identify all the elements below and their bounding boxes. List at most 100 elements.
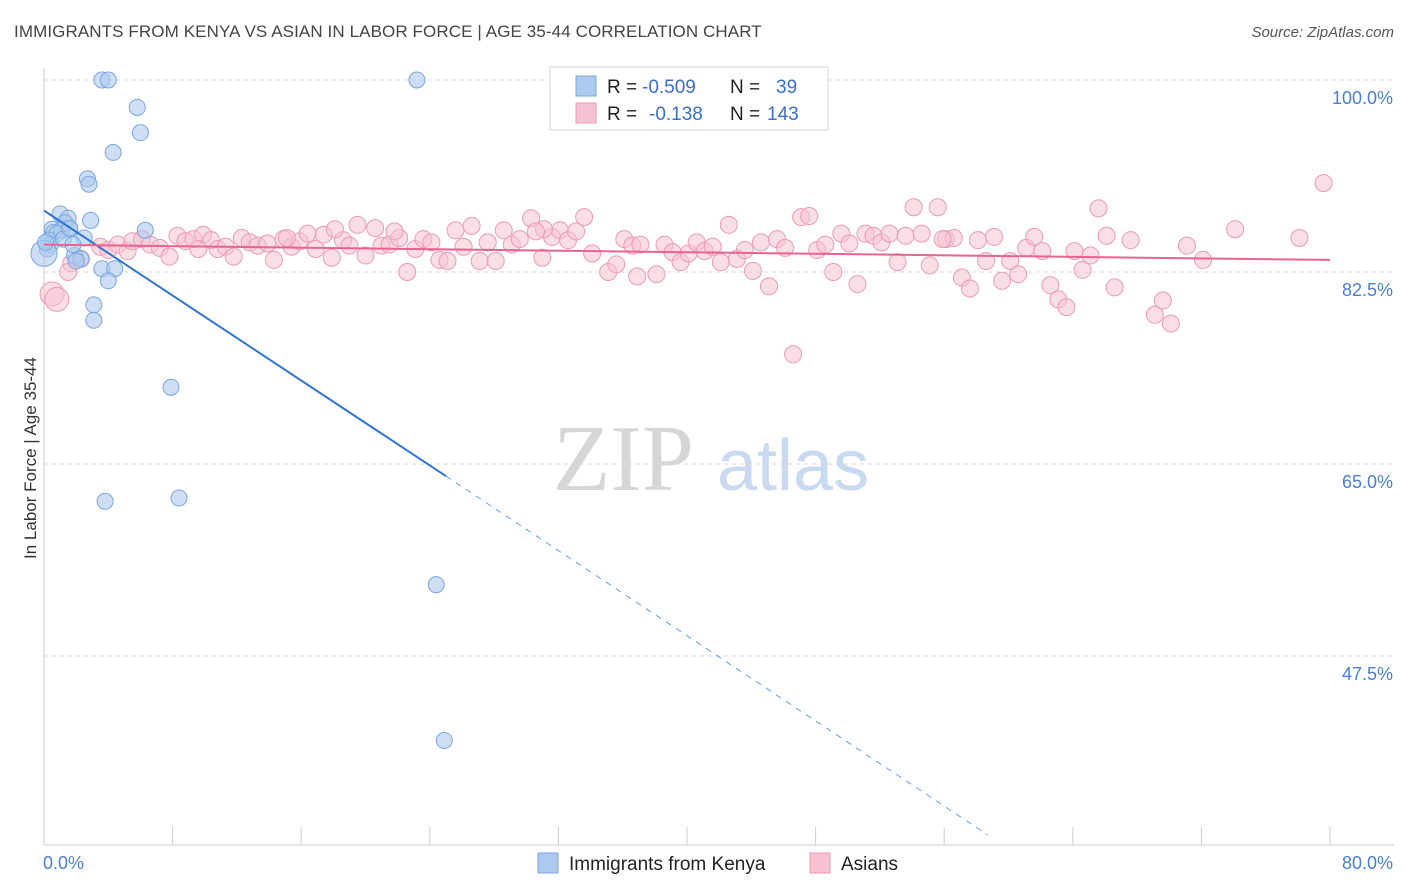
kenya-point — [96, 492, 114, 510]
legend-r-value-2: -0.138 — [649, 104, 703, 125]
legend-r-label-1: R = — [607, 77, 637, 98]
asians-point — [647, 265, 666, 284]
asians-point — [1073, 260, 1092, 279]
watermark-zip: ZIP — [553, 407, 694, 511]
kenya-point — [427, 576, 445, 594]
asians-point — [446, 221, 465, 240]
asians-point — [1161, 314, 1180, 333]
bottom-legend-asians-swatch — [809, 852, 831, 874]
asians-point — [784, 345, 803, 364]
kenya-point — [162, 378, 180, 396]
asians-point — [719, 215, 738, 234]
asians-point — [993, 271, 1012, 290]
asians-point — [816, 235, 835, 254]
asians-point — [510, 230, 529, 249]
asians-point — [567, 222, 586, 241]
asians-point — [1089, 199, 1108, 218]
y-tick-label: 82.5% — [1342, 280, 1393, 300]
gridlines — [44, 79, 1394, 657]
asians-point — [933, 230, 952, 249]
asians-point — [44, 286, 70, 312]
legend-r-value-1: -0.509 — [642, 77, 696, 98]
kenya-point — [85, 311, 103, 329]
asians-point — [422, 233, 441, 252]
asians-point — [1121, 231, 1140, 250]
asians-point — [1290, 228, 1309, 247]
x-tick-label-start: 0.0% — [43, 853, 84, 873]
kenya-point — [104, 143, 122, 161]
asians-point — [325, 220, 344, 239]
chart-title: IMMIGRANTS FROM KENYA VS ASIAN IN LABOR … — [14, 22, 762, 41]
asians-point — [533, 248, 552, 267]
bottom-legend-kenya-swatch — [537, 852, 559, 874]
asians-point — [800, 207, 819, 226]
legend-box: R = -0.509 N = 39 R = -0.138 N = 143 — [549, 66, 829, 131]
asians-point — [711, 253, 730, 272]
asians-point — [985, 227, 1004, 246]
asians-point — [224, 247, 243, 266]
asians-point — [848, 275, 867, 294]
source-label: Source: ZipAtlas.com — [1251, 24, 1394, 41]
legend-kenya-swatch — [575, 75, 597, 97]
asians-point — [348, 215, 367, 234]
asians-point — [398, 263, 417, 281]
kenya-point — [67, 252, 85, 270]
kenya-point — [85, 296, 103, 314]
asians-point — [751, 233, 770, 252]
asians-point — [888, 253, 907, 272]
asians-point — [920, 256, 939, 275]
asians-point — [628, 267, 647, 286]
asians-point — [703, 237, 722, 256]
asians-point — [1033, 242, 1052, 261]
asians-point — [880, 224, 899, 243]
asians-point — [1081, 246, 1100, 265]
bottom-legend-asians-label: Asians — [841, 854, 898, 875]
y-tick-label: 65.0% — [1342, 472, 1393, 492]
asians-point — [1057, 298, 1076, 317]
kenya-trend-line — [43, 209, 447, 477]
asians-point — [462, 216, 481, 235]
y-tick-label: 47.5% — [1342, 664, 1393, 684]
asians-point — [486, 252, 505, 271]
legend-r-label-2: R = — [607, 104, 637, 125]
y-tick-label: 100.0% — [1332, 88, 1393, 108]
watermark: ZIP atlas — [553, 407, 869, 511]
asians-point — [1041, 276, 1060, 295]
asians-point — [960, 279, 979, 298]
asians-point — [904, 198, 923, 217]
kenya-point — [37, 233, 55, 251]
asians-point — [896, 226, 915, 245]
asians-point — [607, 255, 626, 274]
kenya-points — [30, 71, 453, 749]
asians-point — [366, 219, 385, 238]
x-tick-labels: 0.0% 80.0% — [43, 853, 1393, 873]
watermark-atlas: atlas — [717, 426, 869, 506]
kenya-point — [131, 124, 149, 142]
y-axis-label: In Labor Force | Age 35-44 — [21, 357, 40, 559]
asians-point — [356, 246, 375, 265]
asians-point — [494, 221, 513, 240]
asians-point — [840, 234, 859, 253]
asians-point — [968, 231, 987, 250]
bottom-legend: Immigrants from Kenya Asians — [537, 852, 898, 875]
kenya-point — [435, 731, 453, 749]
asians-point — [743, 261, 762, 280]
asians-point — [1177, 236, 1196, 255]
asians-point — [264, 250, 283, 269]
asians-point — [1145, 305, 1164, 324]
bottom-legend-kenya-label: Immigrants from Kenya — [569, 854, 766, 875]
asians-point — [776, 238, 795, 257]
legend-n-label-1: N = — [730, 77, 760, 98]
trend-lines — [43, 209, 1331, 836]
asians-point — [1226, 220, 1245, 239]
asians-point — [258, 234, 277, 253]
asians-point — [1025, 227, 1044, 246]
asians-point — [277, 228, 296, 247]
asians-point — [470, 252, 489, 271]
kenya-point — [128, 98, 146, 116]
axes — [43, 68, 1394, 846]
asians-point — [438, 252, 457, 271]
kenya-point — [99, 272, 117, 290]
asians-point — [322, 248, 341, 267]
